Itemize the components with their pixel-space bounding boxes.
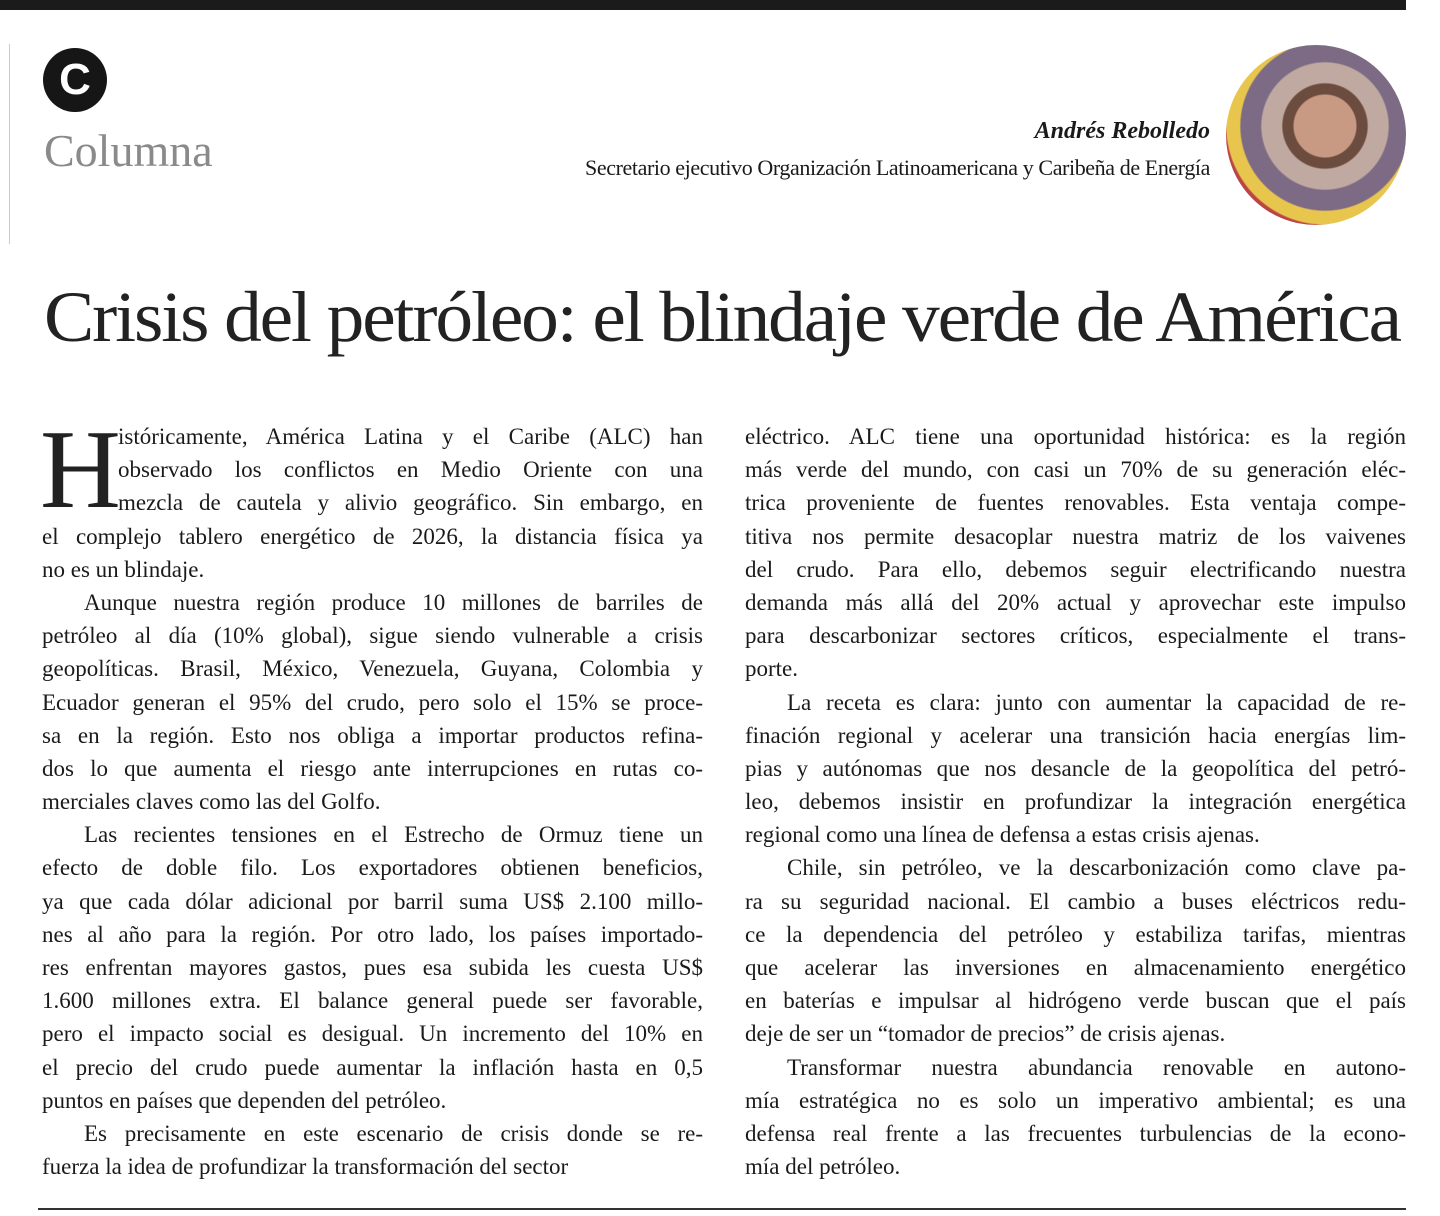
text-line: en baterías e impulsar al hidrógeno verd… xyxy=(745,988,1406,1014)
article-column-right: eléctrico. ALC tiene una oportunidad his… xyxy=(745,420,1406,1183)
author-name: Andrés Rebolledo xyxy=(1034,118,1210,144)
headline: Crisis del petróleo: el blindaje verde d… xyxy=(44,272,1402,362)
text-line: Aunque nuestra región produce 10 millone… xyxy=(84,589,703,615)
text-line: que acelerar las inversiones en almacena… xyxy=(745,955,1406,980)
text-line: el complejo tablero energético de 2026, … xyxy=(42,523,703,549)
author-photo xyxy=(1226,45,1406,225)
text-line: nes al año para la región. Por otro lado… xyxy=(42,921,703,947)
text-line: Las recientes tensiones en el Estrecho d… xyxy=(84,822,703,848)
text-line: regional como una línea de defensa a est… xyxy=(745,822,1260,848)
text-line: pias y autónomas que nos desancle de la … xyxy=(745,755,1406,781)
text-line: porte. xyxy=(745,656,799,682)
text-line: del crudo. Para ello, debemos seguir ele… xyxy=(745,556,1406,582)
text-line: observado los conflictos en Medio Orient… xyxy=(118,457,703,483)
text-line: titiva nos permite desacoplar nuestra ma… xyxy=(745,523,1406,549)
text-line: demanda más allá del 20% actual y aprove… xyxy=(745,589,1406,615)
bottom-rule xyxy=(38,1208,1406,1210)
text-line: ce la dependencia del petróleo y estabil… xyxy=(745,921,1406,947)
text-line: 1.600 millones extra. El balance general… xyxy=(42,988,703,1014)
author-role: Secretario ejecutivo Organización Latino… xyxy=(585,155,1210,180)
text-line: sa en la región. Esto nos obliga a impor… xyxy=(42,722,703,748)
text-line: el precio del crudo puede aumentar la in… xyxy=(42,1054,703,1080)
text-line: res enfrentan mayores gastos, pues esa s… xyxy=(42,955,703,980)
text-line: finación regional y acelerar una transic… xyxy=(745,722,1406,748)
headline-text: Crisis del petróleo: el blindaje verde d… xyxy=(44,277,1402,357)
text-line: más verde del mundo, con casi un 70% de … xyxy=(745,457,1406,483)
text-line: eléctrico. ALC tiene una oportunidad his… xyxy=(745,424,1406,449)
text-line: Ecuador generan el 95% del crudo, pero s… xyxy=(42,689,703,715)
drop-cap: H xyxy=(40,408,121,532)
text-line: puntos en países que dependen del petról… xyxy=(42,1087,447,1113)
top-rule xyxy=(0,0,1406,10)
section-label: Columna xyxy=(44,125,213,176)
column-badge-icon: C xyxy=(43,48,107,112)
text-line: ya que cada dólar adicional por barril s… xyxy=(42,888,703,914)
text-line: merciales claves como las del Golfo. xyxy=(42,789,381,815)
text-line: no es un blindaje. xyxy=(42,556,205,582)
text-line: ra su seguridad nacional. El cambio a bu… xyxy=(745,888,1406,914)
text-line: petróleo al día (10% global), sigue sien… xyxy=(42,623,703,649)
text-line: geopolíticas. Brasil, México, Venezuela,… xyxy=(42,656,703,682)
text-line: Transformar nuestra abundancia renovable… xyxy=(787,1054,1406,1080)
article-column-left: H istóricamente, América Latina y el Car… xyxy=(40,408,703,1183)
text-line: efecto de doble filo. Los exportadores o… xyxy=(42,855,703,881)
text-line: Es precisamente en este escenario de cri… xyxy=(84,1120,703,1146)
text-line: mezcla de cautela y alivio geográfico. S… xyxy=(118,490,703,516)
text-line: La receta es clara: junto con aumentar l… xyxy=(787,689,1406,715)
text-line: defensa real frente a las frecuentes tur… xyxy=(745,1120,1406,1146)
text-line: pero el impacto social es desigual. Un i… xyxy=(42,1021,703,1047)
text-line: fuerza la idea de profundizar la transfo… xyxy=(42,1154,569,1180)
text-line: istóricamente, América Latina y el Carib… xyxy=(118,424,703,449)
text-line: dos lo que aumenta el riesgo ante interr… xyxy=(42,755,703,781)
text-line: mía del petróleo. xyxy=(745,1154,901,1180)
side-rule xyxy=(9,44,10,244)
text-line: leo, debemos insistir en profundizar la … xyxy=(745,789,1406,815)
text-line: para descarbonizar sectores críticos, es… xyxy=(745,623,1406,649)
text-line: mía estratégica no es solo un imperativo… xyxy=(745,1087,1406,1113)
text-line: deje de ser un “tomador de precios” de c… xyxy=(745,1021,1226,1047)
text-line: Chile, sin petróleo, ve la descarbonizac… xyxy=(787,855,1406,881)
text-line: trica proveniente de fuentes renovables.… xyxy=(745,490,1406,516)
